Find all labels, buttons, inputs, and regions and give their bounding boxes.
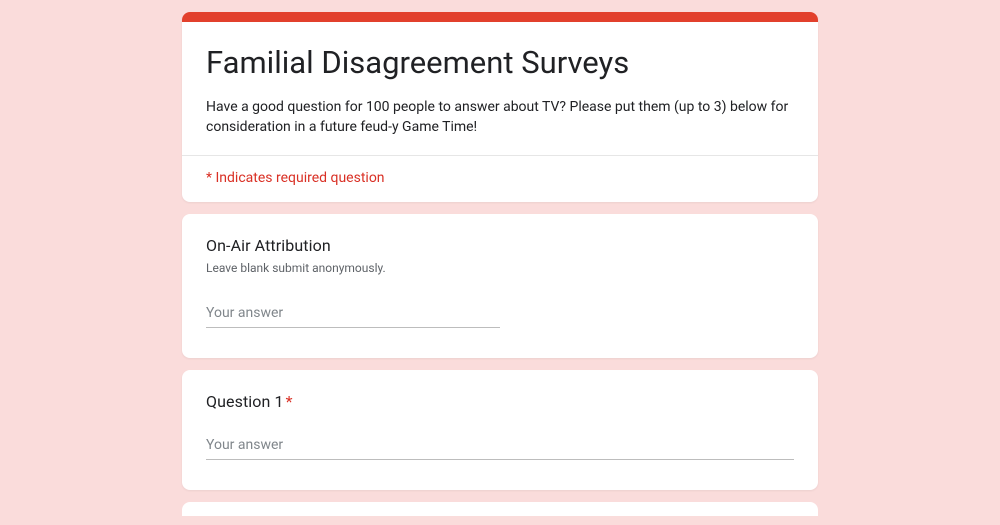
question-1-input[interactable] [206,433,794,460]
question-card-partial [182,502,818,516]
form-title: Familial Disagreement Surveys [206,44,794,83]
answer-container [206,301,794,328]
required-star: * [286,392,293,411]
form-container: Familial Disagreement Surveys Have a goo… [182,12,818,525]
header-content: Familial Disagreement Surveys Have a goo… [182,22,818,155]
attribution-input[interactable] [206,301,500,328]
accent-bar [182,12,818,22]
question-title: Question 1* [206,392,794,411]
required-indicator: * Indicates required question [182,156,818,202]
question-card-1: Question 1* [182,370,818,490]
form-header-card: Familial Disagreement Surveys Have a goo… [182,12,818,202]
question-subtitle: Leave blank submit anonymously. [206,261,794,275]
answer-container [206,433,794,460]
question-title: On-Air Attribution [206,236,794,255]
question-card-attribution: On-Air Attribution Leave blank submit an… [182,214,818,358]
question-title-text: Question 1 [206,392,284,411]
form-description: Have a good question for 100 people to a… [206,97,794,138]
